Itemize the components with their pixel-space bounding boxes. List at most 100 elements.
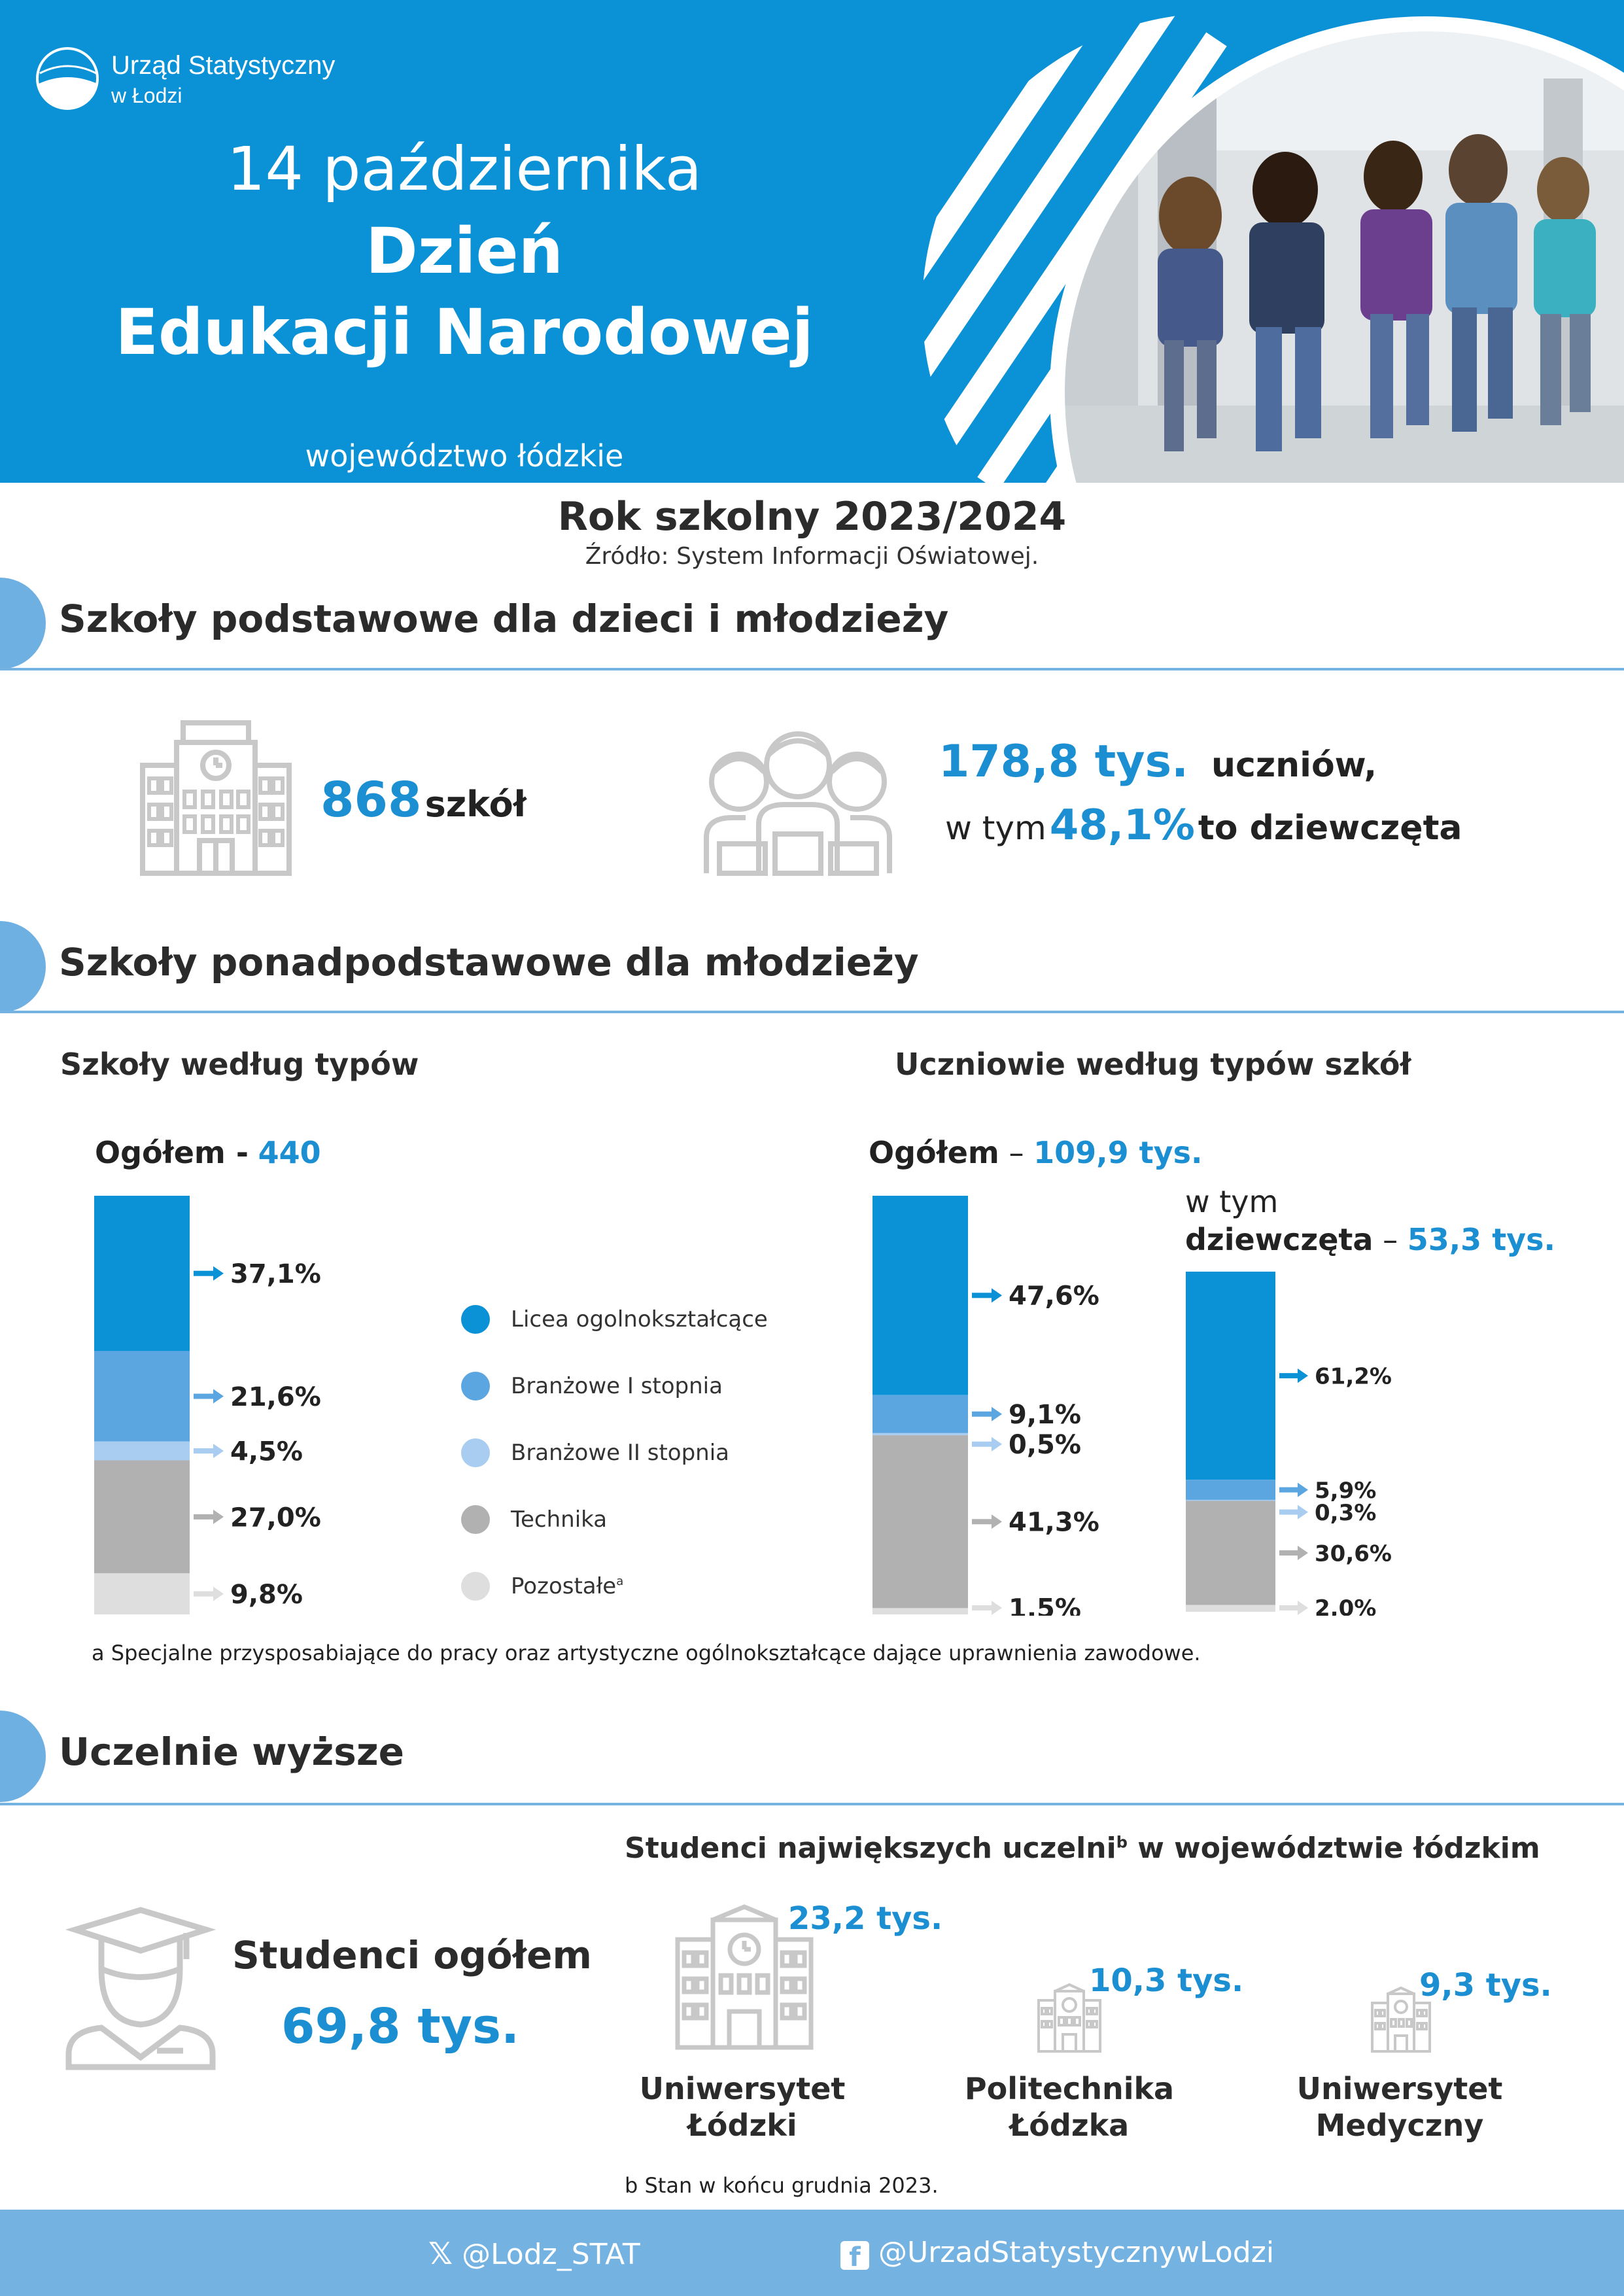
university-1-name: Uniwersytet Łódzki bbox=[612, 2070, 873, 2144]
schools-total: Ogółem - 440 bbox=[95, 1135, 321, 1170]
legend-swatch bbox=[461, 1372, 490, 1400]
pupils-icon bbox=[704, 731, 892, 876]
label-arrowhead bbox=[1298, 1482, 1308, 1497]
graduate-icon bbox=[65, 1907, 216, 2070]
university-2-line1: Politechnika bbox=[964, 2071, 1175, 2106]
legend-item: Pozostałea bbox=[461, 1572, 623, 1601]
girls-label: to dziewczęta bbox=[1198, 809, 1462, 848]
label-arrowhead bbox=[992, 1406, 1002, 1421]
label-arrowhead bbox=[213, 1389, 224, 1404]
bar-segment bbox=[872, 1435, 968, 1609]
label-arrow bbox=[194, 1514, 213, 1520]
legend-swatch bbox=[461, 1438, 490, 1467]
largest-heading-sup: b bbox=[1116, 1833, 1128, 1852]
primary-schools-count: 868 szkół bbox=[320, 772, 527, 828]
bar-segment bbox=[94, 1573, 190, 1614]
university-2-value: 10,3 tys. bbox=[1089, 1962, 1244, 1999]
section-marker bbox=[0, 1711, 46, 1802]
data-label: 2,0% bbox=[1315, 1595, 1376, 1616]
label-arrow bbox=[194, 1591, 213, 1597]
section-marker bbox=[0, 921, 46, 1013]
university-1-line1: Uniwersytet bbox=[639, 2071, 846, 2106]
facebook-link[interactable]: f @UrzadStatystycznywLodzi bbox=[840, 2236, 1275, 2272]
legend-label: Licea ogolnokształcące bbox=[511, 1306, 768, 1332]
higher-footnote: b Stan w końcu grudnia 2023. bbox=[625, 2173, 939, 2198]
bar-segment bbox=[1186, 1501, 1275, 1605]
data-label: 37,1% bbox=[230, 1259, 321, 1289]
bar-segment bbox=[872, 1433, 968, 1436]
label-arrowhead bbox=[992, 1288, 1002, 1303]
schools-total-value: 440 bbox=[258, 1135, 321, 1170]
higher-students-value: 69,8 tys. bbox=[281, 1998, 520, 2055]
section-divider bbox=[0, 668, 1624, 670]
data-label: 0,5% bbox=[1009, 1430, 1081, 1460]
students-total-label: Ogółem bbox=[869, 1135, 999, 1170]
label-arrowhead bbox=[213, 1509, 224, 1524]
students-total-value: 109,9 tys. bbox=[1033, 1135, 1203, 1170]
legend-item: Branżowe I stopnia bbox=[461, 1372, 723, 1400]
label-arrowhead bbox=[213, 1444, 224, 1459]
event-title-line2: Edukacji Narodowej bbox=[115, 296, 814, 369]
university-3-value: 9,3 tys. bbox=[1419, 1967, 1552, 2004]
legend-swatch bbox=[461, 1305, 490, 1334]
x-logo-icon: 𝕏 bbox=[428, 2236, 453, 2271]
bar-segment bbox=[94, 1460, 190, 1574]
bar-segment bbox=[1186, 1480, 1275, 1500]
university-building-icon bbox=[1371, 1986, 1431, 2053]
twitter-link[interactable]: 𝕏 @Lodz_STAT bbox=[428, 2236, 640, 2271]
legend-swatch bbox=[461, 1572, 490, 1601]
logo-icon bbox=[36, 47, 99, 110]
data-label: 9,1% bbox=[1009, 1400, 1081, 1430]
org-name: Urząd Statystyczny bbox=[111, 51, 336, 80]
students-label: uczniów, bbox=[1211, 746, 1377, 785]
label-arrowhead bbox=[992, 1514, 1002, 1529]
university-2-line2: Łódzka bbox=[1009, 2108, 1130, 2143]
girls-total-sep: – bbox=[1383, 1222, 1398, 1257]
girls-total-value: 53,3 tys. bbox=[1407, 1222, 1556, 1257]
bar-segment bbox=[872, 1395, 968, 1433]
university-1-value: 23,2 tys. bbox=[788, 1900, 943, 1937]
chart-girls-by-type: 61,2% 5,9%0,3% 30,6% 2,0% bbox=[1186, 1272, 1392, 1616]
section-divider bbox=[0, 1011, 1624, 1013]
girls-intro: w tym bbox=[1185, 1184, 1279, 1219]
bar-segment bbox=[1186, 1499, 1275, 1501]
event-title-line1: Dzień bbox=[366, 215, 563, 288]
bar-segment bbox=[1186, 1272, 1275, 1480]
bar-segment bbox=[94, 1441, 190, 1461]
university-building-icon bbox=[675, 1904, 814, 2050]
primary-students: 178,8 tys. uczniów, bbox=[939, 736, 1377, 788]
label-arrow bbox=[1279, 1373, 1298, 1379]
girls-prefix: w tym bbox=[945, 809, 1046, 847]
data-label: 21,6% bbox=[230, 1382, 321, 1412]
data-label: 4,5% bbox=[230, 1436, 303, 1467]
data-label: 27,0% bbox=[230, 1503, 321, 1533]
label-arrow bbox=[1279, 1509, 1298, 1515]
students-total: Ogółem – 109,9 tys. bbox=[869, 1135, 1202, 1170]
data-label: 1,5% bbox=[1009, 1593, 1081, 1616]
label-arrow bbox=[972, 1441, 992, 1447]
facebook-icon: f bbox=[840, 2241, 869, 2272]
section-marker bbox=[0, 578, 46, 669]
secondary-footnote: a Specjalne przysposabiające do pracy or… bbox=[92, 1641, 1201, 1665]
section-title-higher: Uczelnie wyższe bbox=[59, 1730, 404, 1774]
legend-label: Branżowe II stopnia bbox=[511, 1440, 729, 1466]
largest-heading-rest: w województwie łódzkim bbox=[1127, 1832, 1540, 1865]
students-by-type-heading: Uczniowie według typów szkół bbox=[895, 1047, 1411, 1082]
legend-item: Licea ogolnokształcące bbox=[461, 1305, 768, 1334]
bar-segment bbox=[872, 1196, 968, 1395]
label-arrow bbox=[972, 1519, 992, 1525]
bar-segment bbox=[1186, 1605, 1275, 1612]
girls-total: dziewczęta – 53,3 tys. bbox=[1185, 1222, 1555, 1257]
facebook-handle: @UrzadStatystycznywLodzi bbox=[878, 2236, 1275, 2269]
label-arrow bbox=[972, 1293, 992, 1298]
region-label: województwo łódzkie bbox=[305, 438, 624, 474]
schools-label: szkół bbox=[424, 784, 527, 825]
girls-total-label: dziewczęta bbox=[1185, 1222, 1373, 1257]
university-1-line2: Łódzki bbox=[687, 2108, 797, 2143]
label-arrow bbox=[1279, 1487, 1298, 1493]
data-label: 61,2% bbox=[1315, 1363, 1392, 1389]
legend-label: Branżowe I stopnia bbox=[511, 1373, 723, 1399]
data-label: 5,9% bbox=[1315, 1478, 1376, 1504]
label-arrow bbox=[194, 1448, 213, 1454]
legend-sup: a bbox=[616, 1574, 624, 1589]
